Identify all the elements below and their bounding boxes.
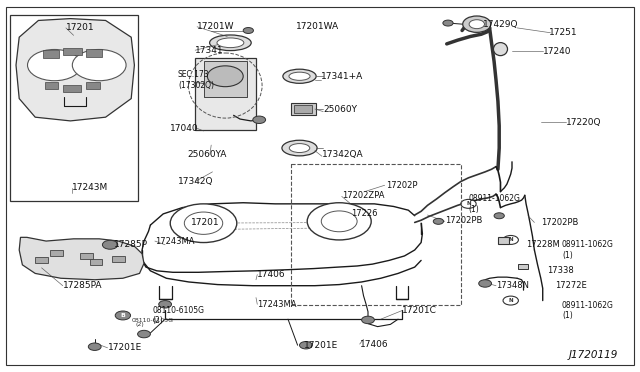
Circle shape [28,49,81,81]
Bar [204,61,247,97]
Text: 17243MA: 17243MA [155,237,195,246]
Text: 17040: 17040 [170,124,198,133]
Text: 17201: 17201 [66,23,95,32]
Polygon shape [16,19,134,121]
Circle shape [102,240,118,249]
Text: J1720119: J1720119 [568,350,618,360]
Bar [112,256,125,262]
Circle shape [461,199,476,208]
Ellipse shape [217,38,244,48]
Text: 17243MA: 17243MA [257,300,297,309]
Ellipse shape [283,69,316,83]
Circle shape [463,16,491,32]
Bar [291,103,316,115]
Bar [90,259,102,265]
Bar [291,164,461,305]
Circle shape [159,301,172,308]
Text: 17201: 17201 [191,218,220,227]
Text: 17429Q: 17429Q [483,20,518,29]
Text: 17251: 17251 [549,28,578,37]
Text: 17243M: 17243M [72,183,109,192]
Bar [63,85,81,92]
Text: 17228M: 17228M [526,240,560,249]
Circle shape [300,341,312,349]
Text: 08110-6105G
(2): 08110-6105G (2) [152,306,204,325]
Text: 17406: 17406 [257,270,286,279]
Text: 08911-1062G
(1): 08911-1062G (1) [468,194,520,214]
Text: 17202PB: 17202PB [445,216,482,225]
Ellipse shape [493,43,508,55]
Text: 17341+A: 17341+A [321,72,364,81]
Text: 08911-1062G
(1): 08911-1062G (1) [562,301,614,320]
Bar [45,82,58,89]
Text: 17348N: 17348N [496,281,529,290]
Text: 17201WA: 17201WA [296,22,339,31]
Text: 17201E: 17201E [108,343,142,352]
Text: 17226: 17226 [351,209,377,218]
Text: N: N [508,237,513,243]
Bar [50,250,63,256]
Circle shape [253,116,266,124]
Circle shape [494,213,504,219]
Text: 17201W: 17201W [197,22,235,31]
Text: 25060YA: 25060YA [187,150,227,159]
Text: SEC.173
(17302Q): SEC.173 (17302Q) [178,70,214,90]
Text: 17202PB: 17202PB [541,218,578,227]
Text: N: N [466,201,471,206]
Circle shape [307,203,371,240]
Text: 17285P: 17285P [114,240,148,249]
Text: 17240: 17240 [543,47,572,56]
Circle shape [443,20,453,26]
Text: 17341: 17341 [195,46,224,55]
Text: 08911-1062G
(1): 08911-1062G (1) [562,240,614,260]
Text: 17220Q: 17220Q [566,118,602,126]
Ellipse shape [282,140,317,156]
Text: 25060Y: 25060Y [323,105,357,114]
Ellipse shape [289,72,310,80]
Circle shape [72,49,126,81]
Bar [86,82,100,89]
Bar [43,50,59,58]
Text: 17202ZPA: 17202ZPA [342,191,384,200]
Circle shape [321,211,357,232]
Bar [294,105,312,113]
Circle shape [243,28,253,33]
Text: 17406: 17406 [360,340,388,349]
Bar [86,49,102,57]
Text: 17272E: 17272E [556,281,588,290]
Circle shape [207,66,243,87]
Text: 17342Q: 17342Q [178,177,213,186]
Circle shape [503,235,518,244]
Ellipse shape [209,35,251,51]
Text: 17202P: 17202P [387,181,418,190]
Text: 17201C: 17201C [402,306,436,315]
Text: 17285PA: 17285PA [63,281,102,290]
Circle shape [115,311,131,320]
Bar [10,15,138,201]
Text: (2): (2) [135,322,144,327]
Circle shape [184,212,223,234]
Bar [63,48,82,55]
Text: N: N [508,298,513,303]
Circle shape [138,330,150,338]
Polygon shape [19,237,144,280]
Text: 17342QA: 17342QA [322,150,364,159]
Bar [518,264,528,269]
Circle shape [503,296,518,305]
Circle shape [362,316,374,324]
Ellipse shape [289,144,310,153]
Bar [80,253,93,259]
Bar [195,58,256,130]
Bar [498,237,509,244]
Circle shape [469,20,484,29]
Circle shape [170,204,237,243]
Circle shape [479,280,492,287]
Circle shape [433,218,444,224]
Text: B: B [120,313,125,318]
Bar [35,257,48,263]
Circle shape [88,343,101,350]
Text: 08110-6105G: 08110-6105G [131,318,173,323]
Text: 17338: 17338 [547,266,574,275]
Text: 17201E: 17201E [304,341,339,350]
